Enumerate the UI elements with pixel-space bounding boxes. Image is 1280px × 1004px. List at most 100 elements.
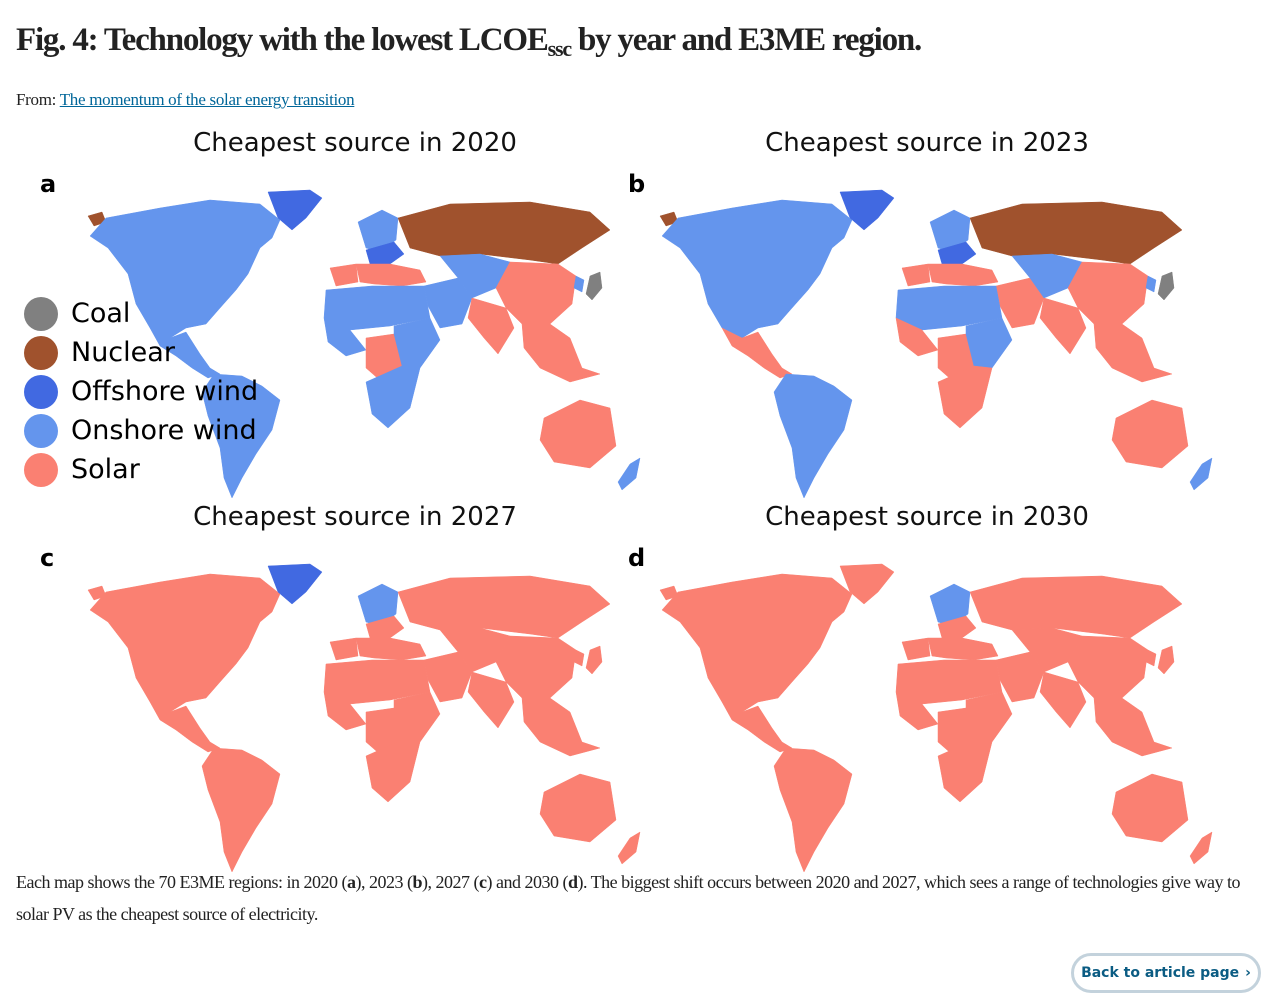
- legend-item-coal: Coal: [24, 294, 258, 333]
- legend: Coal Nuclear Offshore wind Onshore wind …: [24, 294, 258, 489]
- legend-swatch: [24, 335, 58, 370]
- region-central-america: [721, 327, 793, 379]
- region-north-america: [89, 199, 281, 339]
- region-japan: [1157, 645, 1175, 675]
- legend-item-offshore-wind: Offshore wind: [24, 372, 258, 411]
- panel-letter: b: [628, 170, 646, 198]
- region-western-europe: [357, 209, 399, 253]
- region-japan: [585, 645, 603, 675]
- panel-title: Cheapest source in 2023: [765, 128, 1089, 158]
- legend-item-nuclear: Nuclear: [24, 333, 258, 372]
- region-central-america: [721, 701, 793, 753]
- region-southern-europe: [927, 263, 999, 287]
- region-southeast-asia: [1093, 697, 1173, 757]
- back-button-label: Back to article page: [1081, 965, 1240, 981]
- region-new-zealand: [1189, 831, 1213, 865]
- region-china: [1067, 261, 1149, 325]
- region-western-europe: [357, 583, 399, 627]
- region-greenland: [267, 563, 323, 605]
- region-south-america: [201, 747, 281, 873]
- region-southern-europe: [927, 637, 999, 661]
- region-australia: [1111, 399, 1189, 469]
- region-south-america: [773, 747, 853, 873]
- region-australia: [539, 773, 617, 843]
- region-australia: [1111, 773, 1189, 843]
- region-south-america: [201, 373, 281, 499]
- region-australia: [539, 399, 617, 469]
- region-central-america: [149, 701, 221, 753]
- region-western-europe: [929, 583, 971, 627]
- from-label: From:: [16, 90, 60, 109]
- source-line: From: The momentum of the solar energy t…: [16, 90, 355, 110]
- region-central-europe: [937, 615, 977, 639]
- region-southeast-asia: [521, 697, 601, 757]
- region-east-africa: [393, 691, 441, 743]
- region-west-africa: [895, 317, 939, 357]
- region-southern-africa: [365, 365, 421, 429]
- region-southern-africa: [365, 739, 421, 803]
- region-southern-africa: [937, 739, 993, 803]
- region-greenland: [839, 189, 895, 231]
- region-korea: [1145, 649, 1157, 667]
- legend-item-onshore-wind: Onshore wind: [24, 411, 258, 450]
- region-china: [495, 261, 577, 325]
- title-rest: by year and E3ME region.: [570, 22, 922, 58]
- legend-label: Solar: [71, 454, 140, 485]
- world-map: [659, 563, 1213, 873]
- world-map: [87, 189, 641, 499]
- region-iberia: [901, 637, 931, 661]
- legend-label: Nuclear: [71, 337, 175, 368]
- panel-title: Cheapest source in 2027: [193, 502, 517, 532]
- region-greenland: [839, 563, 895, 605]
- legend-item-solar: Solar: [24, 450, 258, 489]
- region-western-europe: [929, 209, 971, 253]
- panel-letter: d: [628, 544, 646, 572]
- region-north-america: [661, 573, 853, 713]
- figure-caption: Each map shows the 70 E3ME regions: in 2…: [16, 872, 1240, 924]
- region-new-zealand: [617, 831, 641, 865]
- region-iberia: [329, 263, 359, 287]
- legend-swatch: [24, 296, 58, 331]
- region-iberia: [901, 263, 931, 287]
- region-central-europe: [365, 615, 405, 639]
- region-china: [495, 635, 577, 699]
- back-to-article-button[interactable]: Back to article page ›: [1071, 953, 1261, 993]
- region-east-africa: [393, 317, 441, 369]
- region-russia: [397, 575, 611, 639]
- region-southeast-asia: [1093, 323, 1173, 383]
- region-north-america: [89, 573, 281, 713]
- figure-title: Fig. 4: Technology with the lowest LCOEs…: [16, 22, 922, 62]
- region-russia: [397, 201, 611, 265]
- chevron-right-icon: ›: [1245, 965, 1251, 981]
- legend-swatch: [24, 374, 58, 409]
- region-iberia: [329, 637, 359, 661]
- region-west-africa: [895, 691, 939, 731]
- map-panel-2023: Cheapest source in 2023 b: [572, 128, 1213, 502]
- panel-title: Cheapest source in 2020: [193, 128, 517, 158]
- region-southern-europe: [355, 263, 427, 287]
- region-india: [467, 671, 515, 729]
- panel-letter: a: [40, 170, 57, 198]
- region-central-europe: [365, 241, 405, 265]
- region-greenland: [267, 189, 323, 231]
- article-link[interactable]: The momentum of the solar energy transit…: [59, 90, 355, 109]
- region-west-africa: [323, 691, 367, 731]
- region-central-america: [149, 327, 221, 379]
- legend-label: Onshore wind: [71, 415, 257, 446]
- region-north-america: [661, 199, 853, 339]
- region-west-africa: [323, 317, 367, 357]
- region-southeast-asia: [521, 323, 601, 383]
- region-korea: [573, 649, 585, 667]
- region-russia: [969, 201, 1183, 265]
- panel-title: Cheapest source in 2030: [765, 502, 1089, 532]
- panel-letter: c: [40, 544, 55, 572]
- region-japan: [1157, 271, 1175, 301]
- region-new-zealand: [617, 457, 641, 491]
- region-east-africa: [965, 691, 1013, 743]
- world-map: [659, 189, 1213, 499]
- region-india: [467, 297, 515, 355]
- region-south-america: [773, 373, 853, 499]
- region-india: [1039, 671, 1087, 729]
- region-india: [1039, 297, 1087, 355]
- region-east-africa: [965, 317, 1013, 369]
